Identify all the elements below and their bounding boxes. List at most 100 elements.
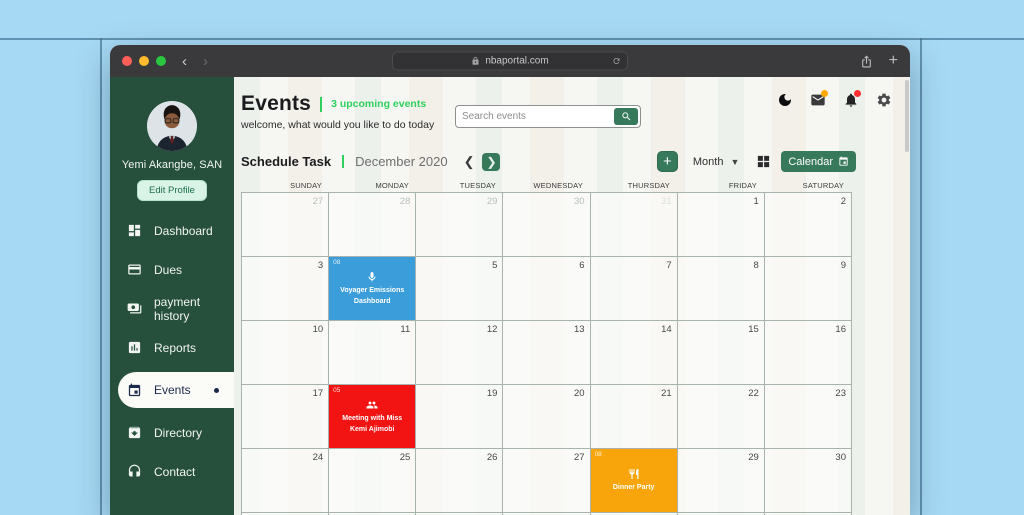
- day-cell[interactable]: 20: [503, 385, 591, 449]
- date-number: 27: [573, 452, 585, 463]
- day-cell[interactable]: 31: [242, 513, 330, 515]
- sidebar-item-dashboard[interactable]: Dashboard: [110, 211, 234, 250]
- zoom-window-button[interactable]: [156, 56, 166, 66]
- browser-back-icon[interactable]: ‹: [182, 52, 187, 70]
- day-cell[interactable]: 05 Meeting with Miss Kemi Ajimobi: [329, 385, 417, 449]
- minimize-window-button[interactable]: [139, 56, 149, 66]
- sidebar-item-label: Contact: [154, 464, 196, 479]
- day-cell[interactable]: 5: [677, 513, 765, 515]
- day-cell[interactable]: 11: [329, 321, 417, 385]
- calendar-view-button[interactable]: Calendar: [781, 151, 856, 172]
- day-cell[interactable]: 2: [764, 193, 852, 257]
- day-cell[interactable]: 10: [242, 321, 330, 385]
- sidebar-item-reports[interactable]: Reports: [110, 328, 234, 367]
- day-cell[interactable]: 28: [329, 193, 417, 257]
- day-cell[interactable]: 6: [764, 513, 852, 515]
- day-cell[interactable]: 12: [416, 321, 504, 385]
- upcoming-events-count: 3 upcoming events: [331, 98, 427, 110]
- day-cell[interactable]: 5: [416, 257, 504, 321]
- day-cell[interactable]: 08 Voyager Emissions Dashboard: [329, 257, 417, 321]
- moon-icon: [777, 92, 793, 108]
- reload-icon[interactable]: [612, 57, 621, 66]
- grid-view-icon[interactable]: [756, 154, 771, 169]
- calendar-event[interactable]: 08 Dinner Party: [590, 449, 677, 512]
- day-cell[interactable]: 21: [590, 385, 678, 449]
- day-cell[interactable]: 19: [416, 385, 504, 449]
- view-dropdown[interactable]: Month ▼: [693, 156, 740, 168]
- day-cell[interactable]: 16: [764, 321, 852, 385]
- edit-profile-button[interactable]: Edit Profile: [137, 180, 207, 201]
- active-indicator-dot: [214, 387, 219, 393]
- day-cell[interactable]: 22: [677, 385, 765, 449]
- address-bar[interactable]: nbaportal.com: [392, 51, 628, 71]
- event-title: Meeting with Miss Kemi Ajimobi: [342, 415, 403, 433]
- view-dropdown-value: Month: [692, 155, 724, 168]
- day-cell[interactable]: 29: [416, 193, 504, 257]
- scrollbar-thumb[interactable]: [905, 80, 909, 152]
- weekday-label: MONDAY: [375, 181, 409, 190]
- day-cell[interactable]: 08 Dinner Party: [590, 449, 678, 513]
- event-title: Dinner Party: [612, 484, 655, 492]
- date-number: 3: [317, 260, 324, 271]
- mail-badge: [821, 90, 828, 97]
- day-cell[interactable]: 2: [416, 513, 504, 515]
- new-tab-icon[interactable]: +: [888, 52, 898, 69]
- share-icon[interactable]: [860, 55, 873, 68]
- day-cell[interactable]: 1: [329, 513, 417, 515]
- directory-icon: [127, 425, 142, 440]
- date-number: 19: [486, 388, 498, 399]
- notifications-button[interactable]: [843, 90, 861, 108]
- day-cell[interactable]: 27: [242, 193, 330, 257]
- calendar-event[interactable]: 08 Voyager Emissions Dashboard: [329, 257, 416, 320]
- day-cell[interactable]: 1: [677, 193, 765, 257]
- day-cell[interactable]: 3: [242, 257, 330, 321]
- day-cell[interactable]: 9: [764, 257, 852, 321]
- messages-button[interactable]: [810, 90, 828, 108]
- search-button[interactable]: [614, 108, 638, 125]
- frame-line-horizontal: [0, 38, 1024, 40]
- previous-month-icon[interactable]: ❮: [463, 153, 475, 169]
- day-cell[interactable]: 31: [590, 193, 678, 257]
- add-event-button[interactable]: +: [656, 151, 678, 172]
- date-number: 25: [399, 452, 411, 463]
- sidebar-item-contact[interactable]: Contact: [110, 452, 234, 491]
- day-cell[interactable]: 8: [677, 257, 765, 321]
- title-divider: [320, 96, 323, 112]
- settings-button[interactable]: [876, 92, 892, 108]
- day-cell[interactable]: 23: [764, 385, 852, 449]
- next-month-button[interactable]: ❯: [482, 152, 501, 171]
- sidebar-item-events[interactable]: Events: [118, 372, 234, 408]
- people-icon: [366, 398, 378, 410]
- calendar-button-label: Calendar: [788, 155, 833, 168]
- day-cell[interactable]: 4: [590, 513, 678, 515]
- day-cell[interactable]: 13: [503, 321, 591, 385]
- main-content: Events 3 upcoming events welcome, what w…: [234, 77, 910, 515]
- day-cell[interactable]: 14: [590, 321, 678, 385]
- sidebar-item-label: Dashboard: [154, 223, 213, 238]
- day-cell[interactable]: 26: [416, 449, 504, 513]
- day-cell[interactable]: 30: [764, 449, 852, 513]
- sidebar-item-payment-history[interactable]: payment history: [110, 289, 234, 328]
- close-window-button[interactable]: [122, 56, 132, 66]
- day-cell[interactable]: 24: [242, 449, 330, 513]
- day-cell[interactable]: 3: [503, 513, 591, 515]
- weekday-label: SUNDAY: [290, 181, 322, 190]
- weekday-label: THURSDAY: [627, 181, 670, 190]
- day-cell[interactable]: 17: [242, 385, 330, 449]
- calendar-event[interactable]: 05 Meeting with Miss Kemi Ajimobi: [329, 385, 416, 448]
- sidebar-item-dues[interactable]: Dues: [110, 250, 234, 289]
- sidebar-item-directory[interactable]: Directory: [110, 413, 234, 452]
- day-cell[interactable]: 7: [590, 257, 678, 321]
- day-cell[interactable]: 30: [503, 193, 591, 257]
- search-input[interactable]: [456, 111, 614, 122]
- day-cell[interactable]: 27: [503, 449, 591, 513]
- contact-icon: [127, 464, 142, 479]
- browser-forward-icon[interactable]: ›: [203, 52, 208, 70]
- day-cell[interactable]: 25: [329, 449, 417, 513]
- day-cell[interactable]: 15: [677, 321, 765, 385]
- dark-mode-toggle[interactable]: [777, 92, 793, 108]
- day-cell[interactable]: 6: [503, 257, 591, 321]
- weekday-label: TUESDAY: [459, 181, 496, 190]
- day-cell[interactable]: 29: [677, 449, 765, 513]
- mic-icon: [366, 270, 378, 282]
